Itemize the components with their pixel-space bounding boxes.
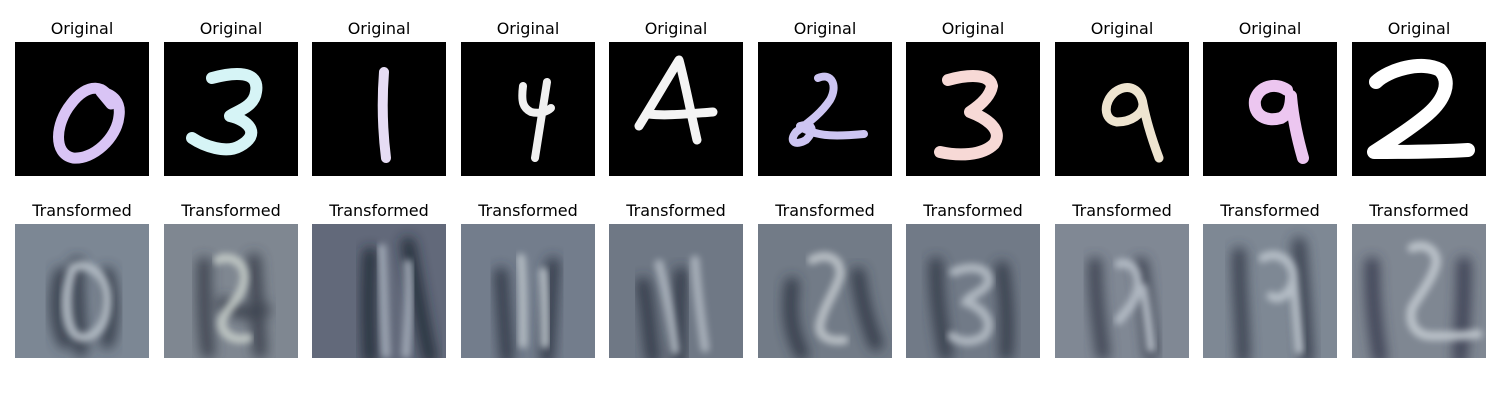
transformed-image-4	[461, 224, 595, 358]
original-title: Original	[1352, 20, 1486, 38]
digit-stroke	[383, 72, 386, 158]
original-image-3	[312, 42, 446, 176]
transformed-title: Transformed	[312, 202, 446, 220]
digit-image	[312, 42, 446, 176]
original-image-4	[461, 42, 595, 176]
transformed-image-7	[906, 224, 1040, 358]
transformed-image	[164, 224, 298, 358]
digit-image	[609, 42, 743, 176]
original-image-1	[15, 42, 149, 176]
digit-image	[758, 42, 892, 176]
digit-image	[1203, 42, 1337, 176]
transformed-title: Transformed	[1352, 202, 1486, 220]
original-image-8	[1055, 42, 1189, 176]
original-title: Original	[906, 20, 1040, 38]
transformed-image-1	[15, 224, 149, 358]
transformed-image	[15, 224, 149, 358]
original-image-7	[906, 42, 1040, 176]
transformed-image-9	[1203, 224, 1337, 358]
transformed-title: Transformed	[15, 202, 149, 220]
digit-image	[1055, 42, 1189, 176]
transformed-title: Transformed	[906, 202, 1040, 220]
transformed-image-5	[609, 224, 743, 358]
transformed-image-2	[164, 224, 298, 358]
original-image-6	[758, 42, 892, 176]
original-image-9	[1203, 42, 1337, 176]
original-image-2	[164, 42, 298, 176]
digit-image	[906, 42, 1040, 176]
transformed-image	[312, 224, 446, 358]
transformed-title: Transformed	[461, 202, 595, 220]
transformed-image	[758, 224, 892, 358]
transformed-image	[1055, 224, 1189, 358]
transformed-image	[461, 224, 595, 358]
transformed-title: Transformed	[609, 202, 743, 220]
original-image-10	[1352, 42, 1486, 176]
transformed-title: Transformed	[758, 202, 892, 220]
original-image-5	[609, 42, 743, 176]
transformed-image	[1352, 224, 1486, 358]
transformed-title: Transformed	[1055, 202, 1189, 220]
transformed-image	[609, 224, 743, 358]
transformed-image	[906, 224, 1040, 358]
transformed-image-6	[758, 224, 892, 358]
original-title: Original	[15, 20, 149, 38]
transformed-image-3	[312, 224, 446, 358]
original-title: Original	[461, 20, 595, 38]
original-title: Original	[1203, 20, 1337, 38]
digit-image	[164, 42, 298, 176]
original-title: Original	[609, 20, 743, 38]
transformed-image-10	[1352, 224, 1486, 358]
digit-image	[461, 42, 595, 176]
original-title: Original	[312, 20, 446, 38]
transformed-title: Transformed	[164, 202, 298, 220]
original-title: Original	[758, 20, 892, 38]
transformed-title: Transformed	[1203, 202, 1337, 220]
transformed-image	[1203, 224, 1337, 358]
original-title: Original	[164, 20, 298, 38]
original-title: Original	[1055, 20, 1189, 38]
transformed-image-8	[1055, 224, 1189, 358]
digit-image	[1352, 42, 1486, 176]
digit-image	[15, 42, 149, 176]
